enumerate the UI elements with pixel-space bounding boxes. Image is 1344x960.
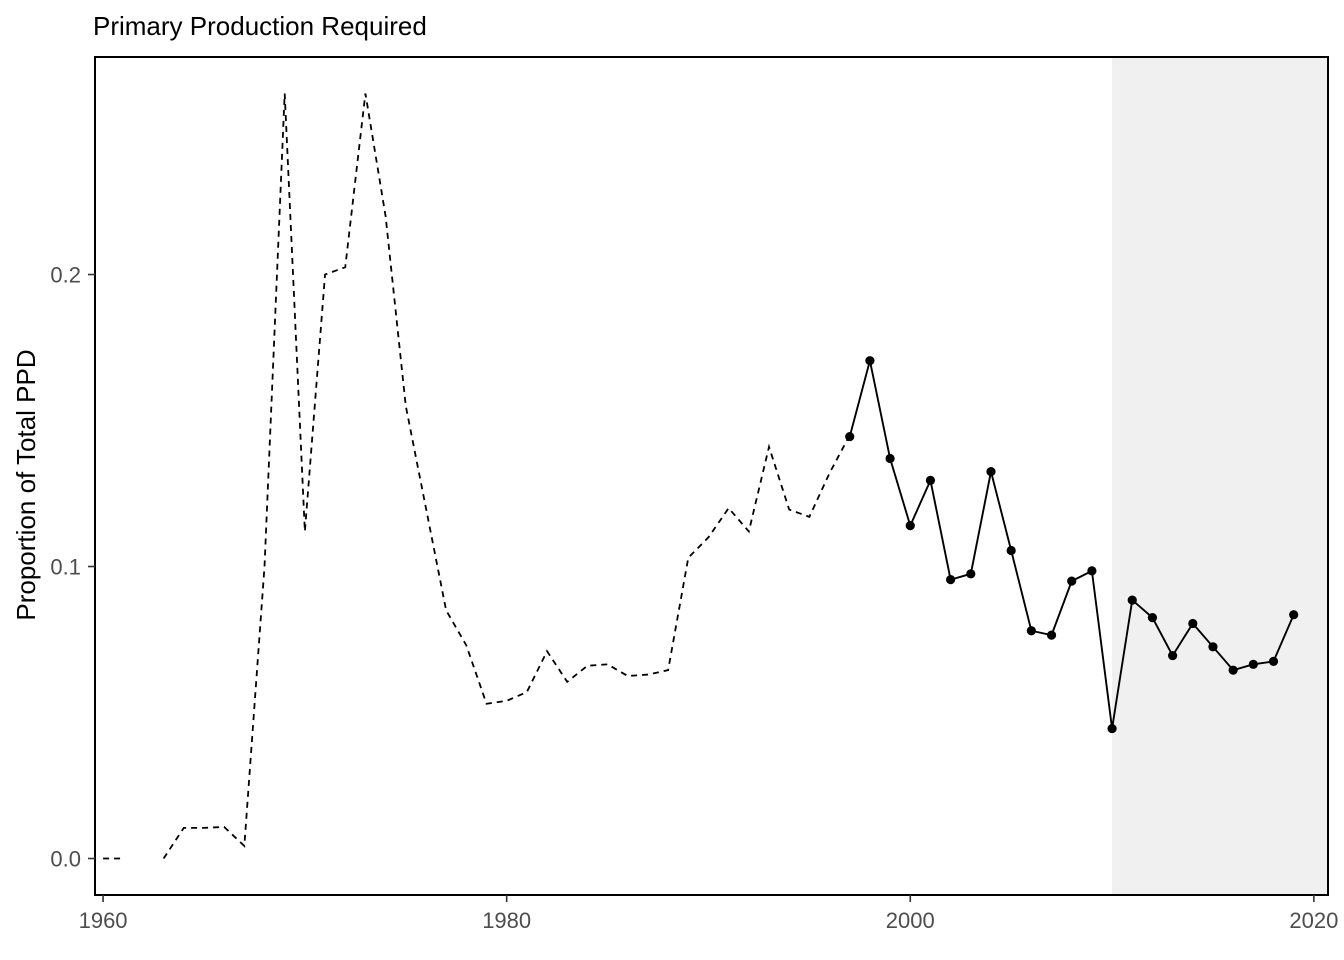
y-axis-label: Proportion of Total PPD bbox=[11, 349, 41, 620]
y-tick-label: 0.2 bbox=[50, 263, 81, 288]
x-tick-label: 1960 bbox=[79, 908, 128, 933]
data-point bbox=[885, 453, 895, 464]
y-tick-label: 0.1 bbox=[50, 555, 81, 580]
data-point bbox=[905, 521, 915, 531]
data-point bbox=[1067, 576, 1077, 586]
data-point bbox=[1208, 642, 1218, 652]
data-point bbox=[1046, 630, 1057, 640]
points-layer bbox=[845, 356, 1299, 734]
data-point bbox=[1087, 566, 1097, 576]
x-tick-label: 2000 bbox=[886, 908, 935, 933]
y-tick-label: 0.0 bbox=[50, 847, 81, 872]
data-point bbox=[925, 475, 936, 485]
shaded-region bbox=[1112, 57, 1328, 895]
data-point bbox=[1107, 723, 1117, 734]
data-point bbox=[1268, 656, 1279, 667]
data-point bbox=[1168, 650, 1178, 661]
data-point bbox=[1248, 659, 1258, 669]
x-axis: 1960 1980 2000 2020 bbox=[79, 895, 1338, 933]
data-point bbox=[1026, 626, 1036, 636]
chart-title: Primary Production Required bbox=[93, 11, 427, 41]
x-tick-label: 2020 bbox=[1289, 908, 1338, 933]
data-point bbox=[1127, 595, 1137, 605]
data-point bbox=[1289, 610, 1299, 620]
data-point bbox=[966, 569, 976, 579]
y-axis: 0.0 0.1 0.2 bbox=[50, 263, 95, 872]
data-point bbox=[1006, 545, 1016, 556]
data-point bbox=[946, 575, 956, 585]
x-tick-label: 1980 bbox=[482, 908, 531, 933]
data-point bbox=[1188, 618, 1198, 629]
data-point bbox=[845, 431, 855, 442]
data-point bbox=[986, 467, 996, 477]
plot-frame bbox=[94, 56, 1329, 896]
data-point bbox=[1147, 613, 1158, 623]
data-point bbox=[1228, 665, 1238, 675]
data-point bbox=[865, 356, 875, 366]
